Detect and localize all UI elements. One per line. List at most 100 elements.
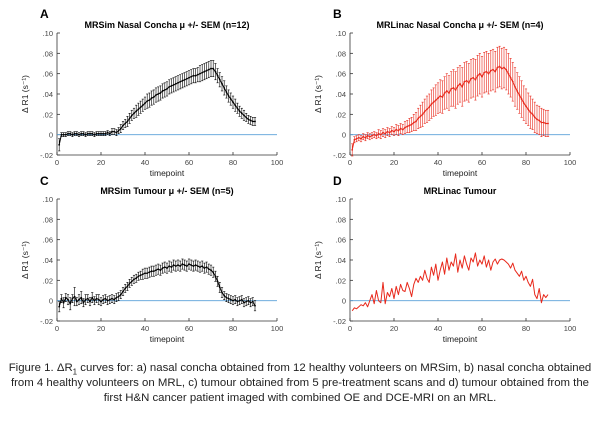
panel-d-x-tick-label: 0 <box>348 324 352 333</box>
panel-a-data-point <box>97 132 100 135</box>
panel-b-data-point <box>538 119 541 122</box>
panel-a-data-point <box>179 80 182 83</box>
panel-c-data-point <box>78 298 80 301</box>
panel-a-data-point <box>111 130 113 133</box>
panel-d-y-tick-label: .10 <box>336 195 346 204</box>
panel-c-data-point <box>236 300 239 303</box>
panel-d-x-tick-label: 40 <box>434 324 442 333</box>
panel-c-data-point <box>229 298 232 301</box>
panel-c-data-point <box>247 299 250 302</box>
panel-d-y-tick-label: .02 <box>336 276 346 285</box>
panel-c-data-point <box>185 265 188 267</box>
panel-b-data-point <box>536 118 538 121</box>
panel-a-data-point <box>128 117 131 120</box>
panel-b-title: MRLinac Nasal Concha μ +/- SEM (n=4) <box>376 20 543 30</box>
panel-b-data-point <box>492 68 494 71</box>
panel-c-data-point <box>249 301 252 304</box>
caption-text-rest: curves for: a) nasal concha obtained fro… <box>10 362 592 404</box>
panel-a-data-point <box>93 133 96 136</box>
panel-a-data-point <box>223 87 226 89</box>
panel-c-data-point <box>111 297 113 300</box>
panel-b-y-tick-label: .10 <box>336 29 346 38</box>
panel-b-data-point <box>531 113 534 116</box>
panel-d-y-label: Δ R1 (s⁻¹) <box>313 241 323 279</box>
panel-b-data-point <box>478 72 481 75</box>
panel-a-data-point <box>139 106 142 109</box>
panel-c-data-point <box>124 287 127 290</box>
panel-c-data-point <box>106 299 109 302</box>
panel-a-data-point <box>117 129 120 132</box>
panel-b-y-tick-label: .08 <box>336 49 346 58</box>
panel-c-x-label: timepoint <box>150 334 185 344</box>
panel-a-data-point <box>161 90 164 92</box>
panel-d-letter: D <box>333 174 342 188</box>
panel-a-data-point <box>78 133 80 136</box>
panel-c-data-point <box>179 265 182 267</box>
panel-c-x-tick-label: 0 <box>55 324 59 333</box>
panel-c-data-point <box>161 267 164 270</box>
panel-a-data-point <box>82 132 85 135</box>
panel-a-data-point <box>75 132 78 135</box>
panel-b-data-point <box>428 106 431 109</box>
panel-b-data-point <box>511 80 514 83</box>
panel-d-x-tick-label: 20 <box>390 324 398 333</box>
panel-a-data-point <box>73 132 76 135</box>
panel-a-data-point <box>144 102 146 105</box>
panel-d-y-tick-label: -.02 <box>333 317 346 326</box>
panel-b-y-tick-label: -.02 <box>333 151 346 160</box>
panel-b-data-point <box>423 110 426 113</box>
panel-c-data-point <box>104 297 107 300</box>
panel-c-data-point <box>102 298 105 301</box>
panel-c-data-point <box>174 265 177 267</box>
panel-b-x-tick-label: 60 <box>478 158 486 167</box>
panel-b-data-point <box>494 70 497 73</box>
panel-c-data-point <box>148 271 151 274</box>
panel-a-data-point <box>168 85 171 88</box>
panel-b-data-point <box>470 77 472 80</box>
panel-a-data-point <box>133 112 135 115</box>
panel-c-x-tick-label: 80 <box>229 324 237 333</box>
panel-c-data-point <box>205 266 208 269</box>
figure-caption: Figure 1. ΔR1 curves for: a) nasal conch… <box>8 361 592 406</box>
panel-b-data-point <box>459 82 461 85</box>
panel-c-data-point <box>128 282 131 285</box>
panel-c-data-point <box>227 297 230 300</box>
panel-b-data-point <box>456 84 459 87</box>
panel-b-data-point <box>439 95 442 97</box>
panel-a-data-point <box>159 92 162 94</box>
panel-b-data-point <box>452 87 455 89</box>
panel-b-data-point <box>450 88 453 90</box>
panel-c-data-point <box>214 275 217 278</box>
panel-a-data-point <box>102 132 105 135</box>
panel-b-data-point <box>540 121 543 124</box>
panel-c-data-point <box>172 264 175 266</box>
panel-a-data-point <box>210 67 212 70</box>
panel-a-title: MRSim Nasal Concha μ +/- SEM (n=12) <box>84 20 249 30</box>
panel-b-data-point <box>533 116 536 119</box>
panel-a-data-point <box>108 132 111 135</box>
panel-b-data-point <box>520 98 523 100</box>
panel-c-data-point <box>82 301 85 304</box>
panel-a-data-point <box>254 120 256 123</box>
panel-a-y-tick-label: .06 <box>43 70 53 79</box>
panel-c-letter: C <box>40 174 49 188</box>
panel-c-data-point <box>73 295 76 298</box>
panel-c-data-point <box>80 296 83 299</box>
panel-b-data-point <box>441 96 444 98</box>
panel-c-data-point <box>146 272 149 275</box>
panel-b-data-point <box>509 76 512 79</box>
panel-c-data-point <box>223 294 226 297</box>
panel-a-y-tick-label: .08 <box>43 49 53 58</box>
panel-c-data-point <box>86 297 89 300</box>
panel-c-data-point <box>207 268 210 271</box>
panel-b-data-point <box>445 90 448 92</box>
panel-b-data-point <box>489 69 492 72</box>
panel-a-data-point <box>113 130 116 133</box>
panel-a-y-tick-label: .02 <box>43 110 53 119</box>
panel-b-data-point <box>481 75 483 78</box>
panel-c-data-point <box>108 298 111 301</box>
panel-b-data-point <box>463 80 466 83</box>
caption-subscript: 1 <box>72 367 78 377</box>
panel-a-data-point <box>234 104 237 107</box>
panel-d-y-tick-label: .06 <box>336 236 346 245</box>
